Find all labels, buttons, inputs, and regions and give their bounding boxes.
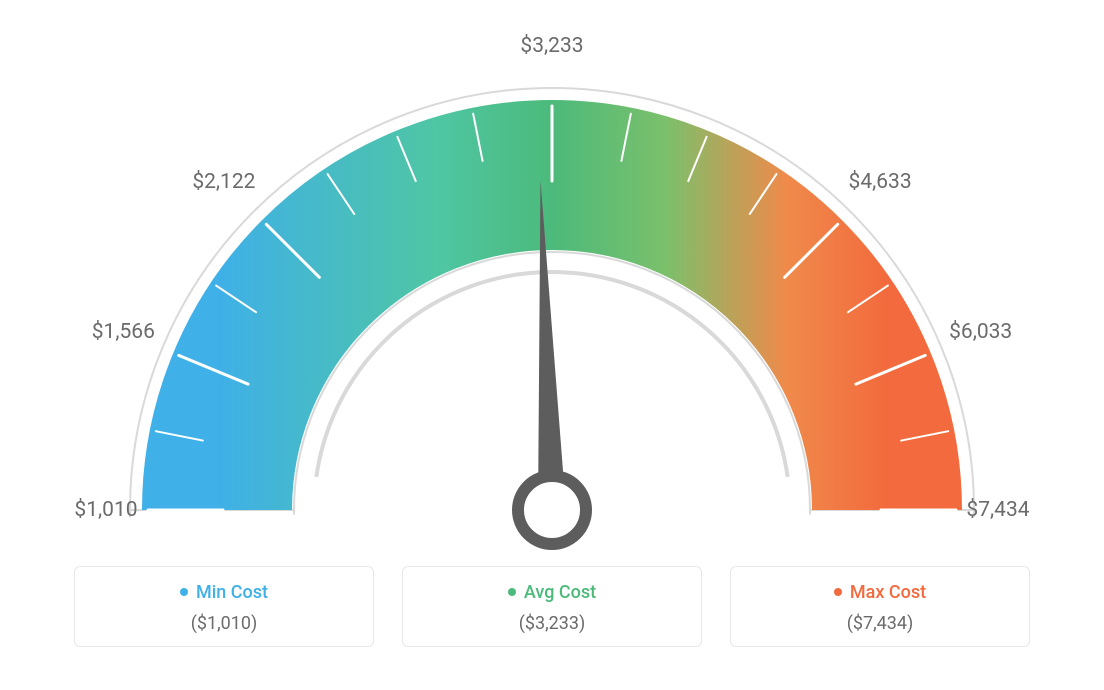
legend-row: Min Cost ($1,010) Avg Cost ($3,233) Max … <box>20 566 1084 647</box>
gauge-svg <box>20 20 1084 560</box>
gauge-tick-label: $1,566 <box>92 320 155 344</box>
dot-icon <box>834 588 842 596</box>
cost-gauge-chart: $1,010 $1,566 $2,122 $3,233 $4,633 $6,033 $7,4… <box>20 20 1084 647</box>
gauge-tick-label: $1,010 <box>74 498 137 522</box>
gauge-tick-label: $3,233 <box>520 34 583 58</box>
dot-icon <box>180 588 188 596</box>
legend-card-min: Min Cost ($1,010) <box>74 566 374 647</box>
legend-card-avg: Avg Cost ($3,233) <box>402 566 702 647</box>
legend-value: ($1,010) <box>85 613 363 634</box>
dot-icon <box>508 588 516 596</box>
legend-title-text: Avg Cost <box>524 582 596 603</box>
legend-title-text: Max Cost <box>850 582 926 603</box>
legend-card-max: Max Cost ($7,434) <box>730 566 1030 647</box>
gauge-tick-label: $6,033 <box>949 320 1012 344</box>
gauge-area: $1,010 $1,566 $2,122 $3,233 $4,633 $6,033 $7,4… <box>20 20 1084 560</box>
gauge-tick-label: $2,122 <box>192 170 255 194</box>
gauge-tick-label: $7,434 <box>966 498 1029 522</box>
legend-title-text: Min Cost <box>196 582 268 603</box>
legend-value: ($7,434) <box>741 613 1019 634</box>
gauge-tick-label: $4,633 <box>849 170 912 194</box>
legend-value: ($3,233) <box>413 613 691 634</box>
